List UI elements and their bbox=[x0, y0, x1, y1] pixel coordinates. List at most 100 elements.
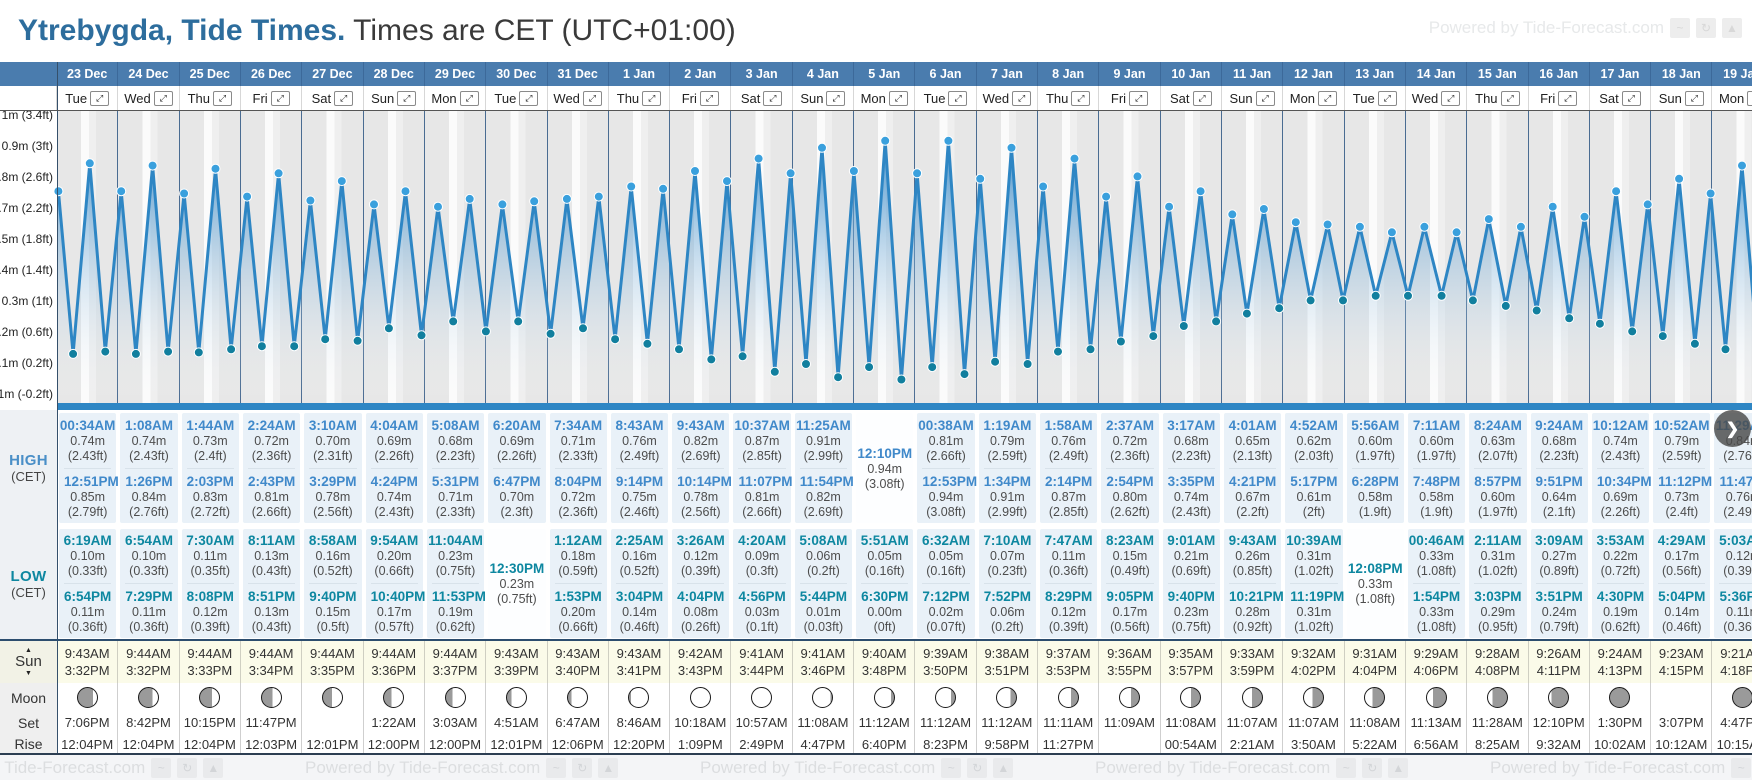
high-tide-entry: 4:21PM 0.67m (2.2ft) bbox=[1228, 467, 1277, 524]
low-tide-cell: 5:51AM 0.05m (0.16ft) 6:30PM 0.00m (0ft) bbox=[856, 529, 914, 638]
expand-day-button[interactable]: ⤢ bbox=[519, 91, 539, 106]
low-tide-entry: 12:30PM 0.23m (0.75ft) bbox=[488, 556, 545, 611]
high-tide-entry: 2:54PM 0.80m (2.62ft) bbox=[1106, 467, 1154, 524]
chart-day-band bbox=[1221, 111, 1284, 410]
mountain-icon: ▲ bbox=[203, 757, 224, 778]
high-tide-entry: 10:34PM 0.69m (2.26ft) bbox=[1596, 467, 1652, 524]
high-tide-height-ft: (2ft) bbox=[1302, 504, 1326, 519]
expand-day-button[interactable]: ⤢ bbox=[1621, 91, 1641, 106]
sunset-time: 4:15PM bbox=[1658, 663, 1704, 678]
wave-icon: ~ bbox=[941, 757, 962, 778]
sun-times: 9:37AM 3:53PM bbox=[1038, 641, 1100, 683]
sunset-time: 3:53PM bbox=[1045, 663, 1091, 678]
low-tide-time: 9:01AM bbox=[1167, 533, 1216, 548]
expand-day-button[interactable]: ⤢ bbox=[948, 91, 968, 106]
low-tide-height-ft: (0.3ft) bbox=[745, 564, 779, 578]
moon-phase-icon bbox=[76, 687, 98, 708]
low-tide-height-ft: (1.02ft) bbox=[1478, 564, 1518, 578]
moon-phase-icon bbox=[505, 687, 527, 708]
expand-day-button[interactable]: ⤢ bbox=[1071, 91, 1091, 106]
expand-day-button[interactable]: ⤢ bbox=[1377, 91, 1397, 106]
low-tide-entry: 12:08PM 0.33m (1.08ft) bbox=[1347, 556, 1404, 611]
low-tide-cell-wrap: 11:04AM 0.23m (0.75ft) 11:53PM 0.19m (0.62ft) bbox=[424, 526, 487, 641]
low-tide-height-m: 0.15m bbox=[315, 605, 351, 619]
dow-cell: Fri ⤢ bbox=[1099, 86, 1161, 111]
next-days-button[interactable]: ❯ bbox=[1714, 410, 1751, 447]
high-tide-height-m: 0.94m bbox=[867, 461, 903, 476]
low-tide-entry: 7:12PM 0.02m (0.07ft) bbox=[922, 583, 970, 639]
date-header: 11 Jan bbox=[1221, 62, 1284, 86]
expand-day-button[interactable]: ⤢ bbox=[397, 91, 417, 106]
low-tide-entry: 4:04PM 0.08m (0.26ft) bbox=[677, 583, 725, 639]
low-tide-height-ft: (0.39ft) bbox=[680, 564, 721, 578]
dow-cell: Mon⤢ bbox=[854, 86, 916, 111]
expand-day-button[interactable]: ⤢ bbox=[826, 91, 846, 106]
high-tide-entry: 4:24PM 0.74m (2.43ft) bbox=[370, 467, 418, 524]
day-column: 30 Dec Tue ⤢ 6:20AM 0.69m (2.26ft) 6:47PM 0.70m… bbox=[486, 62, 548, 755]
high-tide-height-m: 0.79m bbox=[989, 433, 1025, 448]
high-tide-height-m: 0.69m bbox=[376, 433, 412, 448]
expand-day-button[interactable]: ⤢ bbox=[1192, 91, 1212, 106]
moonset-time: 11:47PM bbox=[240, 712, 303, 733]
expand-day-button[interactable]: ⤢ bbox=[1500, 91, 1520, 106]
dow-label: Fri bbox=[252, 91, 268, 106]
y-axis-label: 1m (3.4ft) bbox=[1, 111, 53, 122]
high-tide-height-ft: (2.99ft) bbox=[803, 448, 844, 463]
moon-cell bbox=[608, 683, 671, 712]
expand-day-button[interactable]: ⤢ bbox=[1012, 91, 1032, 106]
expand-day-button[interactable]: ⤢ bbox=[1255, 91, 1275, 106]
expand-day-button[interactable]: ⤢ bbox=[212, 91, 232, 106]
expand-day-button[interactable]: ⤢ bbox=[763, 91, 783, 106]
refresh-icon: ↻ bbox=[177, 757, 198, 778]
expand-day-button[interactable]: ⤢ bbox=[153, 91, 173, 106]
sun-times: 9:43AM 3:40PM bbox=[547, 641, 609, 683]
expand-day-button[interactable]: ⤢ bbox=[1747, 91, 1752, 106]
expand-day-button[interactable]: ⤢ bbox=[888, 91, 908, 106]
low-tide-cell-wrap: 6:19AM 0.10m (0.33ft) 6:54PM 0.11m (0.36ft) bbox=[57, 526, 119, 641]
low-tide-height-m: 0.20m bbox=[560, 605, 596, 619]
expand-day-button[interactable]: ⤢ bbox=[1441, 91, 1461, 106]
expand-day-button[interactable]: ⤢ bbox=[90, 91, 110, 106]
high-tide-cell-wrap: 2:24AM 0.72m (2.36ft) 2:43PM 0.81m (2.66ft) bbox=[240, 410, 303, 526]
low-tide-entry: 7:47AM 0.11m (0.36ft) bbox=[1040, 528, 1097, 583]
expand-day-button[interactable]: ⤢ bbox=[270, 91, 290, 106]
low-tide-time: 5:36PM bbox=[1719, 589, 1752, 604]
moon-cell bbox=[1283, 683, 1345, 712]
expand-day-button[interactable]: ⤢ bbox=[582, 91, 602, 106]
date-header: 9 Jan bbox=[1099, 62, 1161, 86]
low-label-tz: (CET) bbox=[11, 584, 46, 600]
expand-day-button[interactable]: ⤢ bbox=[1558, 91, 1578, 106]
expand-day-button[interactable]: ⤢ bbox=[1318, 91, 1338, 106]
low-tide-entry: 10:40PM 0.17m (0.57ft) bbox=[370, 583, 425, 639]
low-tide-time: 5:44PM bbox=[799, 589, 848, 604]
low-tide-entry: 8:58AM 0.16m (0.52ft) bbox=[304, 528, 361, 583]
high-tide-cell: 3:17AM 0.68m (2.23ft) 3:35PM 0.74m (2.43ft) bbox=[1162, 413, 1220, 523]
moonrise-time: 10:12AM bbox=[1651, 733, 1713, 755]
sun-times: 9:44AM 3:36PM bbox=[363, 641, 425, 683]
low-tide-time: 9:43AM bbox=[1228, 533, 1277, 548]
high-tide-time: 3:17AM bbox=[1167, 417, 1216, 433]
expand-day-button[interactable]: ⤢ bbox=[699, 91, 719, 106]
sunrise-time: 9:29AM bbox=[1413, 646, 1459, 661]
moonset-time: 8:42PM bbox=[118, 712, 180, 733]
moon-cell bbox=[424, 683, 487, 712]
low-tide-height-m: 0.10m bbox=[70, 549, 106, 563]
high-tide-height-m: 0.70m bbox=[499, 489, 535, 504]
low-tide-entry: 6:32AM 0.05m (0.16ft) bbox=[917, 528, 974, 583]
expand-day-button[interactable]: ⤢ bbox=[1129, 91, 1149, 106]
moonset-time: 11:08AM bbox=[1160, 712, 1222, 733]
expand-day-button[interactable]: ⤢ bbox=[459, 91, 479, 106]
high-tide-time: 8:04PM bbox=[554, 473, 602, 489]
moonset-row-label: Set bbox=[0, 712, 57, 733]
high-tide-height-ft: (2.4ft) bbox=[193, 448, 227, 463]
low-tide-entry: 4:30PM 0.19m (0.62ft) bbox=[1596, 583, 1645, 639]
expand-day-button[interactable]: ⤢ bbox=[1684, 91, 1704, 106]
sunset-time: 4:02PM bbox=[1291, 663, 1336, 678]
expand-day-button[interactable]: ⤢ bbox=[334, 91, 354, 106]
expand-day-button[interactable]: ⤢ bbox=[642, 91, 662, 106]
low-tide-entry: 6:54AM 0.10m (0.33ft) bbox=[120, 528, 177, 583]
low-tide-height-m: 0.12m bbox=[1725, 549, 1752, 563]
low-tide-cell-wrap: 3:53AM 0.22m (0.72ft) 4:30PM 0.19m (0.62ft) bbox=[1589, 526, 1652, 641]
low-tide-height-ft: (0.56ft) bbox=[1110, 620, 1150, 634]
sun-times: 9:41AM 3:44PM bbox=[731, 641, 793, 683]
